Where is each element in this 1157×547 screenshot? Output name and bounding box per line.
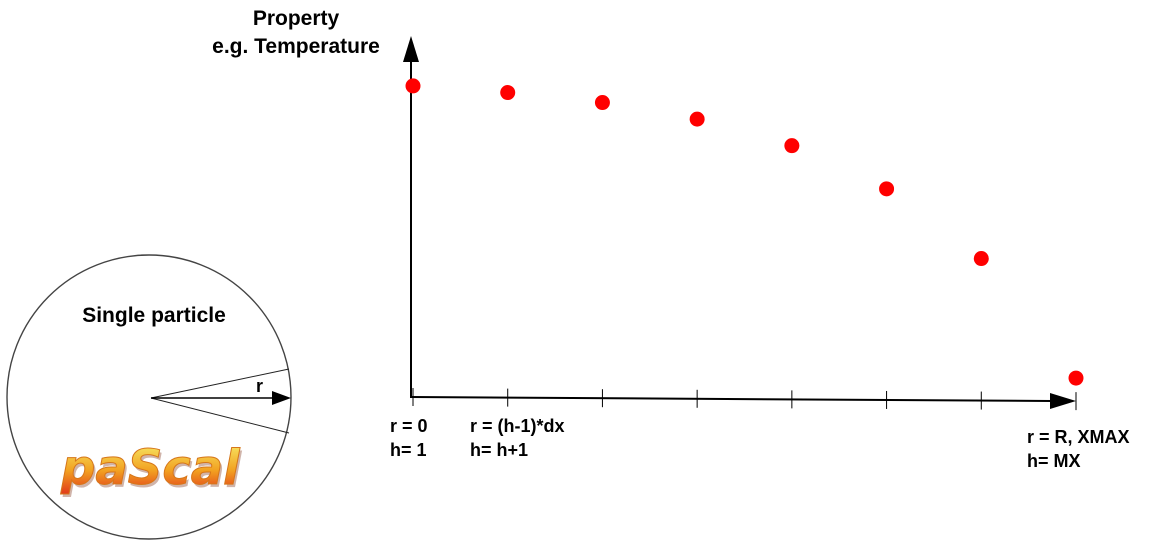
- radius-arrowhead: [272, 391, 291, 405]
- data-point-7: [973, 251, 989, 267]
- x-label-start-h: h= 1: [390, 440, 427, 460]
- x-axis-ticks: [412, 388, 1077, 411]
- pascal-logo-shadow: paScal: [62, 443, 242, 499]
- y-axis-title-line2: e.g. Temperature: [212, 35, 380, 58]
- x-axis-line: [410, 396, 1053, 402]
- data-point-5: [784, 138, 800, 154]
- y-axis-title-line1: Property: [253, 7, 340, 30]
- pascal-logo-text: paScal: [60, 440, 240, 496]
- data-point-1: [405, 78, 421, 94]
- data-point-8: [1068, 370, 1084, 386]
- x-label-end-r: r = R, XMAX: [1027, 427, 1130, 447]
- data-point-4: [689, 111, 705, 127]
- particle-circle: [6, 254, 292, 540]
- particle-title: Single particle: [82, 304, 226, 327]
- pascal-logo: paScal paScal: [60, 440, 243, 500]
- x-label-mid-r: r = (h-1)*dx: [470, 416, 565, 436]
- data-points: [405, 78, 1084, 386]
- x-label-end-h: h= MX: [1027, 451, 1081, 471]
- x-axis-arrowhead: [1050, 393, 1076, 409]
- x-label-mid-h: h= h+1: [470, 440, 528, 460]
- y-axis-arrowhead: [403, 36, 419, 62]
- sector-edge-upper: [150, 368, 290, 399]
- data-point-2: [500, 85, 516, 101]
- radius-label: r: [256, 376, 263, 396]
- sector-edge-lower: [150, 397, 290, 434]
- data-point-6: [879, 181, 895, 197]
- data-point-3: [594, 95, 610, 111]
- x-label-start-r: r = 0: [390, 416, 428, 436]
